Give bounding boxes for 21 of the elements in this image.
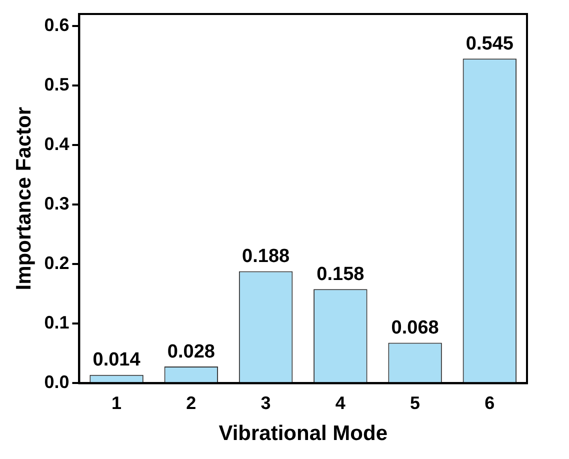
y-tick-label: 0.3	[44, 194, 70, 214]
x-tick-label: 3	[260, 392, 271, 413]
y-tick-label: 0.2	[44, 253, 70, 274]
x-tick-label: 6	[484, 392, 495, 413]
x-tick-label: 5	[410, 392, 420, 413]
data-label: 0.188	[242, 246, 290, 267]
y-tick-label: 0.6	[44, 14, 70, 35]
data-label: 0.158	[316, 264, 364, 285]
x-tick-label: 2	[186, 392, 196, 413]
x-tick-label: 4	[335, 392, 346, 413]
data-label: 0.545	[466, 33, 514, 54]
y-axis-title: Importance Factor	[12, 106, 36, 290]
data-label: 0.028	[167, 341, 215, 362]
data-label: 0.014	[92, 350, 141, 371]
y-tick-label: 0.5	[44, 74, 70, 94]
y-tick-label: 0.0	[44, 372, 70, 392]
x-axis-title: Vibrational Mode	[218, 422, 388, 446]
x-tick-label: 1	[112, 392, 122, 413]
y-tick-label: 0.1	[44, 312, 70, 333]
data-label: 0.068	[391, 317, 439, 338]
y-tick-label: 0.4	[44, 134, 70, 154]
